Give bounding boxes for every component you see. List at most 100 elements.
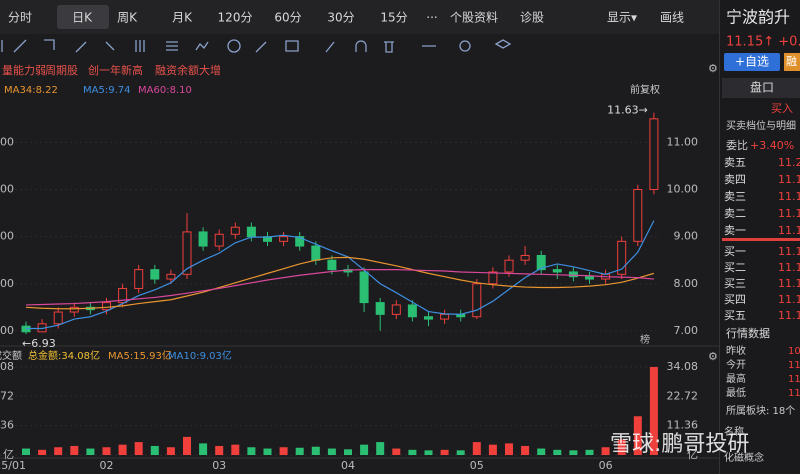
min-label: ←6.93 bbox=[22, 337, 56, 350]
volume-bar bbox=[505, 443, 513, 455]
candle-body bbox=[311, 245, 321, 261]
tab[interactable]: 个股资料 bbox=[450, 11, 498, 25]
tab[interactable]: 周K bbox=[117, 11, 138, 25]
side-text[interactable]: +自选 bbox=[735, 55, 769, 69]
x-tick-label: 02 bbox=[100, 459, 114, 472]
watch-button[interactable] bbox=[724, 53, 780, 71]
adjust[interactable]: 前复权 bbox=[630, 83, 660, 96]
side-text: 昨收 bbox=[726, 344, 746, 357]
candle-body bbox=[53, 311, 63, 325]
side-text: 卖三 bbox=[724, 190, 746, 203]
candle-body bbox=[617, 240, 627, 275]
candle-body bbox=[150, 269, 160, 280]
side-text: 11.17 bbox=[778, 207, 800, 220]
side-text: 11.15 bbox=[778, 245, 800, 258]
tab[interactable]: 120分 bbox=[218, 11, 253, 25]
volume-bar bbox=[617, 439, 626, 455]
volume-bar bbox=[376, 442, 385, 455]
side-text: 行情数据 bbox=[726, 326, 770, 340]
y-tick-label: 10.00 bbox=[667, 183, 699, 196]
x-tick-label: 03 bbox=[212, 459, 226, 472]
volume-bar bbox=[408, 449, 417, 455]
volume-legend: MA10:9.03亿 bbox=[168, 349, 232, 362]
candle-body bbox=[118, 287, 128, 304]
tab[interactable]: 画线 bbox=[660, 11, 684, 25]
volume-tick-label-left: 34.08 bbox=[0, 360, 14, 373]
volume-tick-label-left: 11.36 bbox=[0, 419, 14, 432]
y-tick-label: 11.00 bbox=[667, 135, 699, 148]
candle-body bbox=[198, 231, 208, 247]
side-text: 11.15↑ +0.5 bbox=[726, 35, 800, 50]
volume-bar bbox=[263, 448, 272, 455]
tool-row bbox=[0, 34, 720, 58]
side-text: 11 bbox=[788, 360, 800, 371]
settings-icon[interactable]: ⚙ bbox=[708, 62, 718, 75]
side-text: 宁波韵升 bbox=[726, 8, 790, 27]
tab[interactable]: ··· bbox=[426, 11, 437, 25]
candle-body bbox=[375, 302, 385, 315]
volume-bar bbox=[633, 416, 642, 455]
side-text: 所属板块: 18个 bbox=[726, 404, 795, 417]
max-label: 11.63→ bbox=[607, 104, 648, 117]
top-bar bbox=[0, 0, 720, 34]
candle-body bbox=[552, 269, 562, 273]
volume-bar bbox=[183, 436, 191, 455]
y-tick-label: 9.00 bbox=[674, 230, 699, 243]
tab[interactable]: 诊股 bbox=[520, 11, 544, 25]
candle-body bbox=[424, 316, 433, 320]
side-text: 卖一 bbox=[724, 224, 746, 237]
candle-body bbox=[633, 189, 643, 242]
volume-tick-label-left: 亿 bbox=[3, 448, 14, 461]
panel-tab bbox=[722, 78, 800, 98]
x-tick-label: 05 bbox=[470, 459, 484, 472]
volume-bar bbox=[311, 446, 320, 455]
candle-body bbox=[230, 226, 240, 235]
tab[interactable]: 30分 bbox=[327, 11, 354, 25]
drawing-tools[interactable] bbox=[1, 39, 512, 53]
tab[interactable]: 60分 bbox=[274, 11, 301, 25]
volume-bar bbox=[601, 447, 610, 455]
candle-body bbox=[102, 302, 111, 311]
side-text: 11.18 bbox=[778, 190, 800, 203]
side-text: 11.13 bbox=[778, 277, 800, 290]
side-text: 买四 bbox=[724, 293, 746, 306]
volume-bar bbox=[215, 445, 224, 455]
volume-bar bbox=[247, 447, 256, 455]
candle-body bbox=[649, 118, 659, 191]
volume-bar bbox=[86, 448, 95, 455]
y-tick-label: 7.00 bbox=[674, 324, 699, 337]
tab[interactable]: 显示▾ bbox=[607, 11, 637, 25]
side-text: 11.20 bbox=[778, 156, 800, 169]
volume-tick-label: 亿 bbox=[687, 448, 698, 461]
tab[interactable]: 日K bbox=[72, 11, 93, 25]
settings-icon[interactable]: ⚙ bbox=[708, 350, 718, 363]
volume-bar bbox=[488, 444, 497, 455]
candle-body bbox=[472, 283, 482, 318]
x-tick-label: 2025/01 bbox=[0, 459, 26, 472]
side-text: 11.14 bbox=[778, 261, 800, 274]
candle-body bbox=[134, 269, 144, 289]
volume-bar bbox=[553, 449, 562, 455]
side-text[interactable]: 盘口 bbox=[750, 80, 774, 95]
volume-bar bbox=[118, 444, 127, 455]
ma-line bbox=[25, 256, 655, 310]
y-tick-label: 8.00 bbox=[674, 277, 699, 290]
x-tick-label: 04 bbox=[341, 459, 355, 472]
candle-body bbox=[440, 313, 450, 320]
candle-body bbox=[407, 304, 417, 318]
side-text: 11.19 bbox=[778, 173, 800, 186]
tab[interactable]: 15分 bbox=[380, 11, 407, 25]
side-text: 最高 bbox=[726, 372, 746, 385]
volume-bar bbox=[585, 449, 594, 455]
tab[interactable]: 月K bbox=[172, 11, 193, 25]
volume-bar bbox=[54, 447, 63, 455]
candle-body bbox=[520, 254, 530, 261]
tab[interactable]: 分时 bbox=[8, 11, 32, 25]
side-text: 买二 bbox=[724, 261, 746, 274]
side-text: 11.12 bbox=[778, 293, 800, 306]
volume-bar bbox=[22, 448, 30, 455]
candle-body bbox=[327, 259, 337, 271]
candle-body bbox=[585, 276, 594, 280]
volume-bar bbox=[199, 443, 208, 455]
